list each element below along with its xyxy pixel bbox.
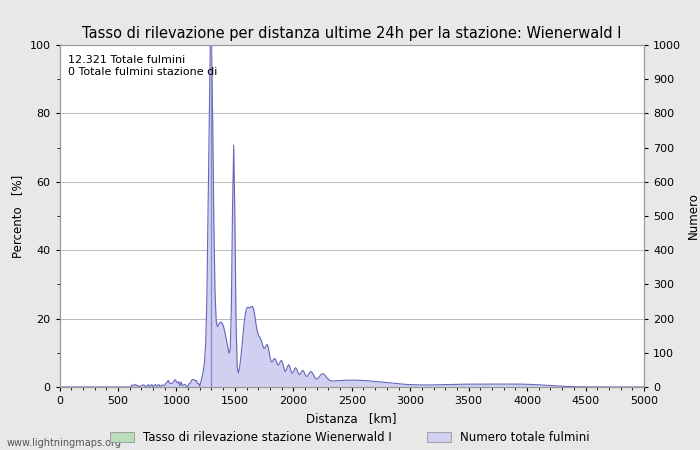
Y-axis label: Percento   [%]: Percento [%]: [11, 174, 24, 257]
Text: 12.321 Totale fulmini
0 Totale fulmini stazione di: 12.321 Totale fulmini 0 Totale fulmini s…: [69, 55, 218, 77]
Legend: Tasso di rilevazione stazione Wienerwald I, Numero totale fulmini: Tasso di rilevazione stazione Wienerwald…: [110, 431, 590, 444]
Text: www.lightningmaps.org: www.lightningmaps.org: [7, 438, 122, 448]
Y-axis label: Numero: Numero: [687, 193, 699, 239]
X-axis label: Distanza   [km]: Distanza [km]: [307, 412, 397, 425]
Title: Tasso di rilevazione per distanza ultime 24h per la stazione: Wienerwald I: Tasso di rilevazione per distanza ultime…: [82, 26, 622, 41]
